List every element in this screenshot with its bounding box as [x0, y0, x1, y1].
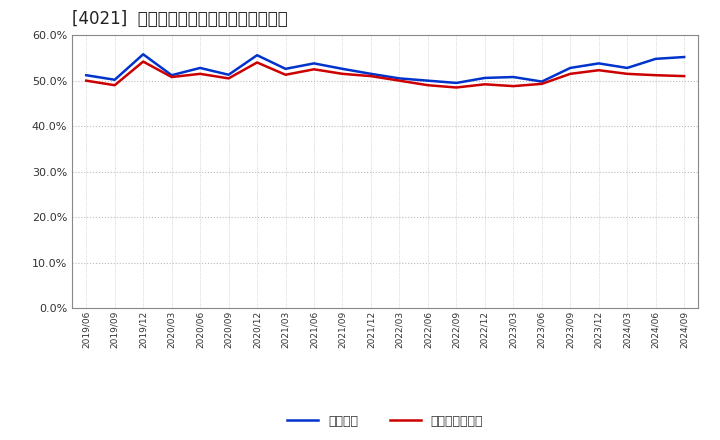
固定長期適合率	[139, 59, 148, 64]
固定長期適合率	[167, 74, 176, 80]
固定長期適合率	[366, 73, 375, 79]
固定長期適合率	[537, 81, 546, 87]
固定長期適合率	[509, 84, 518, 89]
固定長期適合率	[452, 85, 461, 90]
固定比率	[623, 65, 631, 70]
固定長期適合率	[253, 60, 261, 65]
固定長期適合率	[395, 78, 404, 83]
固定長期適合率	[652, 73, 660, 78]
固定比率	[537, 79, 546, 84]
固定長期適合率	[566, 71, 575, 77]
固定比率	[366, 71, 375, 77]
固定長期適合率	[82, 78, 91, 83]
Legend: 固定比率, 固定長期適合率: 固定比率, 固定長期適合率	[282, 410, 488, 433]
固定比率	[395, 76, 404, 81]
固定長期適合率	[595, 68, 603, 73]
固定比率	[338, 66, 347, 71]
固定比率	[652, 56, 660, 62]
固定比率	[167, 73, 176, 78]
固定比率	[595, 61, 603, 66]
固定比率	[566, 65, 575, 70]
固定長期適合率	[423, 83, 432, 88]
固定比率	[509, 74, 518, 80]
固定比率	[310, 61, 318, 66]
固定比率	[480, 75, 489, 81]
固定比率	[139, 51, 148, 57]
固定長期適合率	[196, 71, 204, 77]
固定長期適合率	[338, 71, 347, 77]
固定比率	[253, 52, 261, 58]
固定比率	[452, 80, 461, 85]
固定長期適合率	[680, 73, 688, 79]
固定比率	[82, 73, 91, 78]
固定長期適合率	[310, 66, 318, 72]
固定長期適合率	[282, 72, 290, 77]
固定長期適合率	[480, 82, 489, 87]
Line: 固定比率: 固定比率	[86, 54, 684, 83]
Text: [4021]  固定比率、固定長期適合率の推移: [4021] 固定比率、固定長期適合率の推移	[72, 10, 288, 28]
固定比率	[196, 65, 204, 70]
固定比率	[680, 55, 688, 60]
固定比率	[423, 78, 432, 83]
固定比率	[110, 77, 119, 82]
固定比率	[282, 66, 290, 71]
固定長期適合率	[225, 76, 233, 81]
固定比率	[225, 72, 233, 77]
Line: 固定長期適合率: 固定長期適合率	[86, 62, 684, 88]
固定長期適合率	[623, 71, 631, 77]
固定長期適合率	[110, 83, 119, 88]
